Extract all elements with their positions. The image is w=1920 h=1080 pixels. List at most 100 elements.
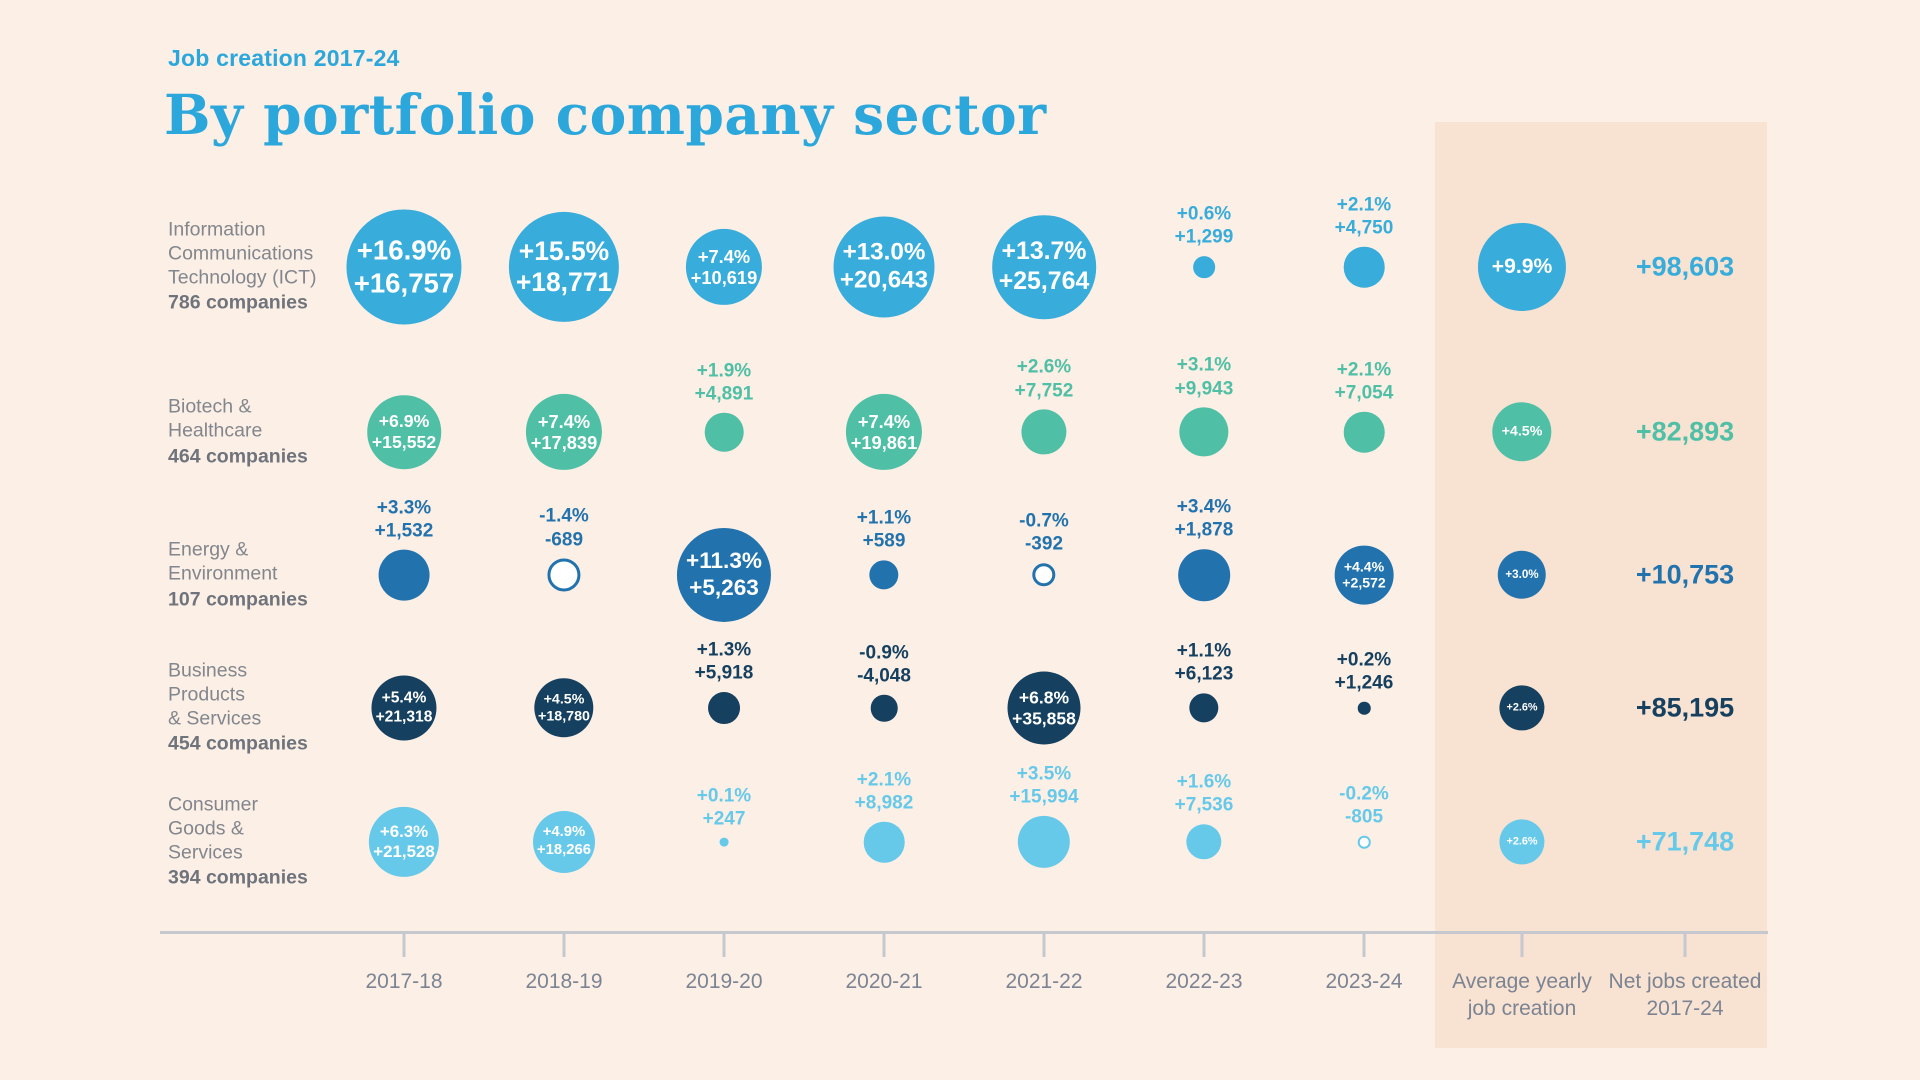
bubble-2021-22: +13.7% +25,764 [992, 215, 1096, 319]
sector-name-line: Communications [168, 242, 314, 265]
bubble-2023-24 [1343, 411, 1385, 453]
bubble-value-label: +5.4% +21,318 [375, 689, 433, 725]
bubble-2017-18 [378, 549, 430, 601]
bubble-above-label: +1.1% +6,123 [1174, 640, 1234, 686]
bubble-value-label: +7.4% +19,861 [850, 410, 918, 453]
bubble-value-label: +3.0% [1505, 568, 1539, 582]
x-axis-line [160, 931, 1768, 934]
bubble-average: +9.9% [1477, 222, 1567, 312]
bubble-above-label: +1.9% +4,891 [694, 360, 754, 405]
summary-axis-label-line: Average yearly [1452, 970, 1592, 993]
bubble-2019-20 [719, 837, 729, 847]
sector-label-2: Biotech & Healthcare 464 companies [168, 395, 378, 468]
bubble-2021-22: +6.8% +35,858 [1007, 671, 1081, 745]
bubble-above-label: +2.1% +7,054 [1334, 359, 1394, 404]
x-axis-tick [402, 931, 406, 957]
bubble-2018-19: +15.5% +18,771 [508, 211, 620, 323]
bubble-average: +3.0% [1497, 550, 1547, 600]
sector-name-line: Business [168, 659, 248, 682]
bubble-value-label: +7.4% +10,619 [690, 245, 758, 288]
x-axis-label-2020-21: 2020-21 [845, 970, 923, 993]
bubble-value-label: +16.9% +16,757 [353, 234, 455, 298]
sector-name-line: Products [168, 683, 245, 706]
bubble-above-label: +1.1% +589 [856, 507, 912, 553]
bubble-value-label: +9.9% [1491, 254, 1553, 278]
bubble-value-label: +7.4% +17,839 [530, 410, 598, 453]
bubble-value-label: +4.5% [1501, 423, 1543, 440]
bubble-2022-23 [1186, 824, 1222, 860]
sector-label-3: Energy & Environment 107 companies [168, 538, 378, 611]
summary-axis-label-line: Net jobs created [1608, 970, 1762, 993]
sector-label-4: Business Products & Services 454 companies [168, 659, 378, 756]
bubble-2020-21: +7.4% +19,861 [845, 393, 923, 471]
bubble-value-label: +2.6% [1506, 835, 1538, 848]
bubble-above-label: +3.4% +1,878 [1174, 496, 1234, 541]
bubble-average: +2.6% [1499, 685, 1545, 731]
sector-name-line: Services [168, 841, 243, 863]
sector-company-count: 464 companies [168, 444, 308, 467]
summary-axis-label: Net jobs created 2017-24 [1609, 968, 1762, 1023]
x-axis-tick [882, 931, 886, 957]
bubble-above-label: +2.1% +4,750 [1334, 194, 1394, 239]
sector-company-count: 107 companies [168, 587, 308, 610]
x-axis-label-2022-23: 2022-23 [1165, 970, 1243, 993]
bubble-value-label: +6.8% +35,858 [1012, 687, 1076, 728]
sector-name-line: Biotech & [168, 395, 252, 418]
x-axis-tick [722, 931, 726, 957]
bubble-above-label: -1.4% -689 [539, 506, 589, 551]
bubble-above-label: -0.2% -805 [1339, 783, 1389, 828]
bubble-above-label: -0.7% -392 [1019, 510, 1069, 556]
summary-axis-label: Average yearly job creation [1452, 968, 1592, 1023]
bubble-2023-24 [1343, 246, 1385, 288]
bubble-2020-21: +13.0% +20,643 [833, 216, 935, 318]
bubble-average: +2.6% [1499, 819, 1545, 865]
bubble-above-label: +3.1% +9,943 [1174, 355, 1234, 400]
bubble-2022-23 [1193, 256, 1215, 278]
sector-company-count: 454 companies [168, 732, 308, 755]
sector-name-line: Technology (ICT) [168, 266, 317, 288]
sector-name-line: & Services [168, 707, 262, 729]
bubble-2021-22 [1032, 563, 1056, 587]
bubble-value-label: +15.5% +18,771 [515, 235, 613, 297]
bubble-value-label: +6.3% +21,528 [373, 822, 435, 861]
sector-name-line: Environment [168, 562, 278, 585]
sector-name-line: Healthcare [168, 419, 263, 442]
bubble-2017-18: +6.9% +15,552 [367, 395, 441, 469]
sector-name-line: Information [168, 218, 266, 241]
x-axis-tick [562, 931, 566, 957]
bubble-2017-18: +6.3% +21,528 [368, 806, 440, 878]
bubble-above-label: +3.5% +15,994 [1009, 763, 1079, 808]
bubble-2023-24 [1357, 701, 1371, 715]
bubble-2021-22 [1017, 815, 1071, 869]
bubble-2018-19: +7.4% +17,839 [525, 393, 603, 471]
bubble-value-label: +2.6% [1506, 701, 1538, 714]
bubble-2018-19: +4.9% +18,266 [533, 811, 595, 873]
x-axis-label-2019-20: 2019-20 [685, 970, 763, 993]
net-jobs-value: +98,603 [1635, 251, 1735, 282]
bubble-2022-23 [1179, 407, 1229, 457]
bubble-2020-21 [870, 694, 898, 722]
net-jobs-value: +10,753 [1635, 559, 1735, 590]
x-axis-tick [1362, 931, 1366, 957]
bubble-value-label: +4.5% +18,780 [538, 691, 590, 724]
bubble-2021-22 [1021, 409, 1067, 455]
bubble-value-label: +13.7% +25,764 [998, 237, 1090, 295]
summary-axis-label-line: job creation [1467, 997, 1577, 1021]
bubble-above-label: +2.6% +7,752 [1014, 357, 1074, 402]
chart-kicker: Job creation 2017-24 [168, 45, 400, 71]
sector-label-1: Information Communications Technology (ICT… [168, 218, 378, 315]
bubble-above-label: +0.1% +247 [696, 785, 752, 830]
bubble-value-label: +13.0% +20,643 [839, 238, 929, 294]
net-jobs-value: +71,748 [1635, 826, 1735, 857]
x-axis-tick [1520, 931, 1524, 957]
summary-axis-label-line: 2017-24 [1646, 997, 1724, 1021]
x-axis-tick [1683, 931, 1687, 957]
x-axis-label-2023-24: 2023-24 [1325, 970, 1403, 993]
bubble-2017-18: +5.4% +21,318 [371, 675, 437, 741]
sector-name-line: Goods & [168, 817, 244, 840]
sector-company-count: 786 companies [168, 291, 308, 314]
sector-name-line: Consumer [168, 793, 258, 816]
bubble-2020-21 [863, 821, 905, 863]
bubble-value-label: +11.3% +5,263 [686, 548, 762, 600]
